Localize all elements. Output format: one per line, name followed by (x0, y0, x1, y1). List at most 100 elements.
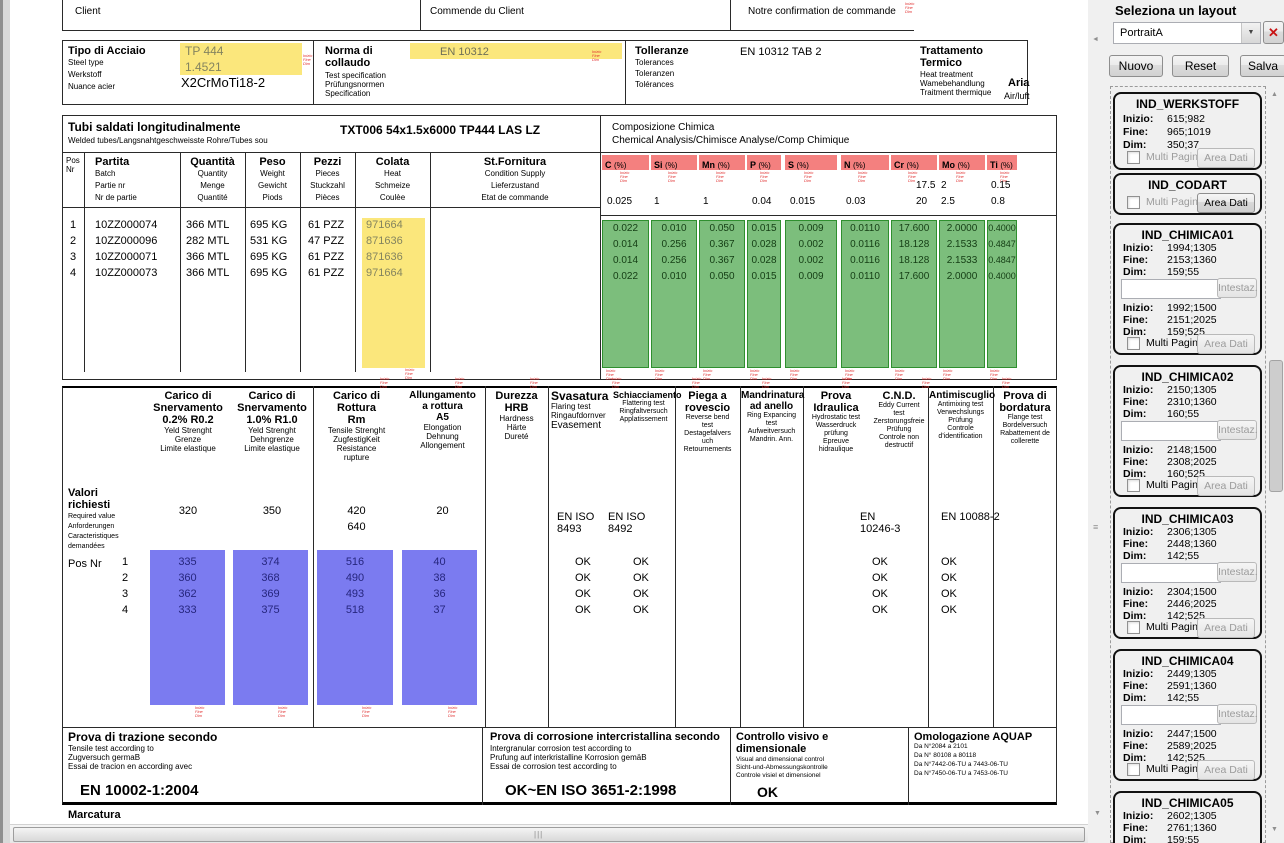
result-value: 37 (433, 604, 446, 616)
chem-value: 2.1533 (946, 255, 978, 266)
field-card-chimica02[interactable]: IND_CHIMICA02 Inizio: 2150;1305 Fine: 23… (1113, 365, 1262, 497)
chem-max: 0.03 (846, 196, 866, 207)
cards-scrollbar[interactable]: ▲ ▼ (1267, 88, 1283, 843)
row-qty: 366 MTL (186, 267, 230, 279)
steel-type-value: TP 444 (185, 44, 224, 58)
field-card-chimica03[interactable]: IND_CHIMICA03 Inizio: 2306;1305 Fine: 24… (1113, 507, 1262, 639)
red-coordinate-annotation: Inizio Fine Dim (448, 706, 458, 718)
inizio-value: 2148;1500 (1167, 444, 1217, 456)
intestazione-input[interactable] (1121, 421, 1221, 441)
chem-title: Composizione Chimica (612, 122, 715, 133)
element-symbol: Cr (894, 160, 905, 170)
splitter-down-icon[interactable]: ▼ (1094, 810, 1101, 817)
inizio-label: Inizio: (1123, 586, 1154, 598)
multi-pagina-checkbox[interactable] (1127, 621, 1140, 634)
chem-value: 0.022 (612, 271, 639, 282)
scrollbar-grip-icon: ||| (534, 830, 544, 839)
field-card-chimica05[interactable]: IND_CHIMICA05 Inizio: 2602;1305 Fine: 27… (1113, 791, 1262, 843)
field-card-chimica01[interactable]: IND_CHIMICA01 Inizio: 1994;1305 Fine: 21… (1113, 223, 1262, 355)
element-symbol: Mn (702, 160, 715, 170)
splitter-grip-icon[interactable]: ≡ (1093, 522, 1099, 532)
nuovo-button[interactable]: Nuovo (1109, 55, 1163, 77)
dim-value: 160;55 (1167, 408, 1200, 420)
fine-label: Fine: (1123, 598, 1149, 610)
multi-pagina-checkbox[interactable] (1127, 763, 1140, 776)
layout-select-value: PortraitA (1120, 27, 1163, 39)
dim-label: Dim: (1123, 266, 1147, 278)
col-pos-header: Pos Nr (66, 156, 80, 174)
horizontal-scrollbar[interactable]: ||| (10, 824, 1088, 843)
chem-header-Mo: Mo (%) (939, 155, 985, 170)
req-value-r10: 350 (262, 505, 282, 517)
test-col-sub: Yeld Strenght Dehngrenze Limite elastiqu… (244, 426, 300, 453)
red-coordinate-annotation: Inizio Fine Dim (750, 369, 760, 381)
chem-value: 0.4847 (988, 255, 1016, 265)
intestazione-input[interactable] (1121, 705, 1221, 725)
chem-data-col-Mn: 0.050 0.367 0.367 0.050 (699, 220, 745, 368)
fine-value: 2591;1360 (1167, 680, 1217, 692)
layout-select[interactable]: PortraitA ▼ (1113, 22, 1261, 44)
red-coordinate-annotation: Inizio Fine Dim (1000, 171, 1010, 183)
field-card-werkstoff[interactable]: IND_WERKSTOFF Inizio: 615;982 Fine: 965;… (1113, 92, 1262, 170)
chem-data-col-Ti: 0.4000 0.4847 0.4847 0.4000 (987, 220, 1017, 368)
result-band-r02: 335 360 362 333 (150, 550, 225, 705)
test-col-title: Piega a rovescio (684, 390, 731, 414)
red-coordinate-annotation: Inizio Fine Dim (990, 369, 1000, 381)
chem-value: 2.0000 (946, 271, 978, 282)
visivo-sub: Visual and dimensional control Sicht-und… (736, 756, 828, 779)
splitter-arrow-icon[interactable]: ◄ (1092, 36, 1099, 43)
field-card-chimica04[interactable]: IND_CHIMICA04 Inizio: 2449;1305 Fine: 25… (1113, 649, 1262, 781)
row-weight: 695 KG (250, 251, 288, 263)
multi-pagina-checkbox[interactable] (1127, 479, 1140, 492)
red-coordinate-annotation: Inizio Fine Dim (943, 369, 953, 381)
result-value: 493 (345, 588, 365, 600)
intestaz-button: Intestaz. (1217, 704, 1258, 724)
chem-value: 0.0110 (850, 271, 880, 282)
element-symbol: Ti (990, 160, 998, 170)
col-fornitura-header: St.Fornitura (483, 156, 547, 168)
horizontal-scrollbar-thumb[interactable]: ||| (13, 827, 1085, 842)
chem-value: 0.0110 (850, 223, 880, 234)
intestazione-input[interactable] (1121, 563, 1221, 583)
test-col-sub: Evasement (551, 420, 602, 431)
row-batch: 10ZZ000074 (95, 219, 158, 231)
salva-button[interactable]: Salva (1240, 55, 1284, 77)
trattamento-subtitle: Heat treatment Wamebehandlung Traitment … (920, 70, 992, 97)
red-coordinate-annotation: Inizio Fine Dim (845, 369, 855, 381)
test-col-sub: Antimixing test Verwechslungs Prüfung Co… (936, 401, 985, 440)
chem-value: 0.028 (751, 239, 777, 250)
dim-value: 142;525 (1167, 610, 1205, 622)
steel-type-box (62, 40, 1028, 105)
chem-value: 0.0116 (850, 255, 880, 266)
test-col-header: Antimiscuglio Antimixing test Verwechslu… (929, 390, 995, 441)
cards-scrollbar-thumb[interactable] (1269, 360, 1283, 492)
scroll-up-icon[interactable]: ▲ (1271, 91, 1278, 98)
red-coordinate-annotation: Inizio Fine Dim (668, 171, 678, 183)
intestazione-input[interactable] (1121, 279, 1221, 299)
fine-label: Fine: (1123, 680, 1149, 692)
field-card-codart[interactable]: IND_CODART Multi Pagina Area Dati (1113, 173, 1262, 215)
test-col-header: Schiacciamento Flattering test Ringfaltv… (613, 390, 682, 424)
inizio-value: 1992;1500 (1167, 302, 1217, 314)
test-col-header: C.N.D. Eddy Current test Zerstorungsfrei… (871, 390, 927, 450)
scroll-down-icon[interactable]: ▼ (1271, 826, 1278, 833)
ok-result: OK (575, 572, 591, 584)
multi-pagina-checkbox[interactable] (1127, 337, 1140, 350)
chem-min-Cr: 17.5 (916, 180, 936, 191)
test-col-sub: Flattering test Ringfaltversuch Applatis… (619, 400, 668, 423)
col-peso-sub: Weight Gewicht Piods (258, 169, 287, 202)
fine-label: Fine: (1123, 396, 1149, 408)
result-value: 518 (345, 604, 365, 616)
multi-pagina-checkbox[interactable] (1127, 151, 1140, 164)
multi-pagina-checkbox[interactable] (1127, 196, 1140, 209)
chem-value: 18.128 (898, 239, 930, 250)
percent-label: (%) (853, 161, 866, 170)
reset-button[interactable]: Reset (1172, 55, 1229, 77)
fine-label: Fine: (1123, 126, 1149, 138)
corrosione-sub: Intergranular corrosion test according t… (490, 744, 647, 771)
delete-layout-button[interactable]: ✕ (1263, 21, 1284, 44)
chevron-down-icon[interactable]: ▼ (1241, 23, 1260, 43)
chem-max: 2.5 (941, 196, 955, 207)
area-dati-button[interactable]: Area Dati (1197, 193, 1255, 213)
document-preview: Client Commende du Client Notre confirma… (62, 0, 1057, 821)
